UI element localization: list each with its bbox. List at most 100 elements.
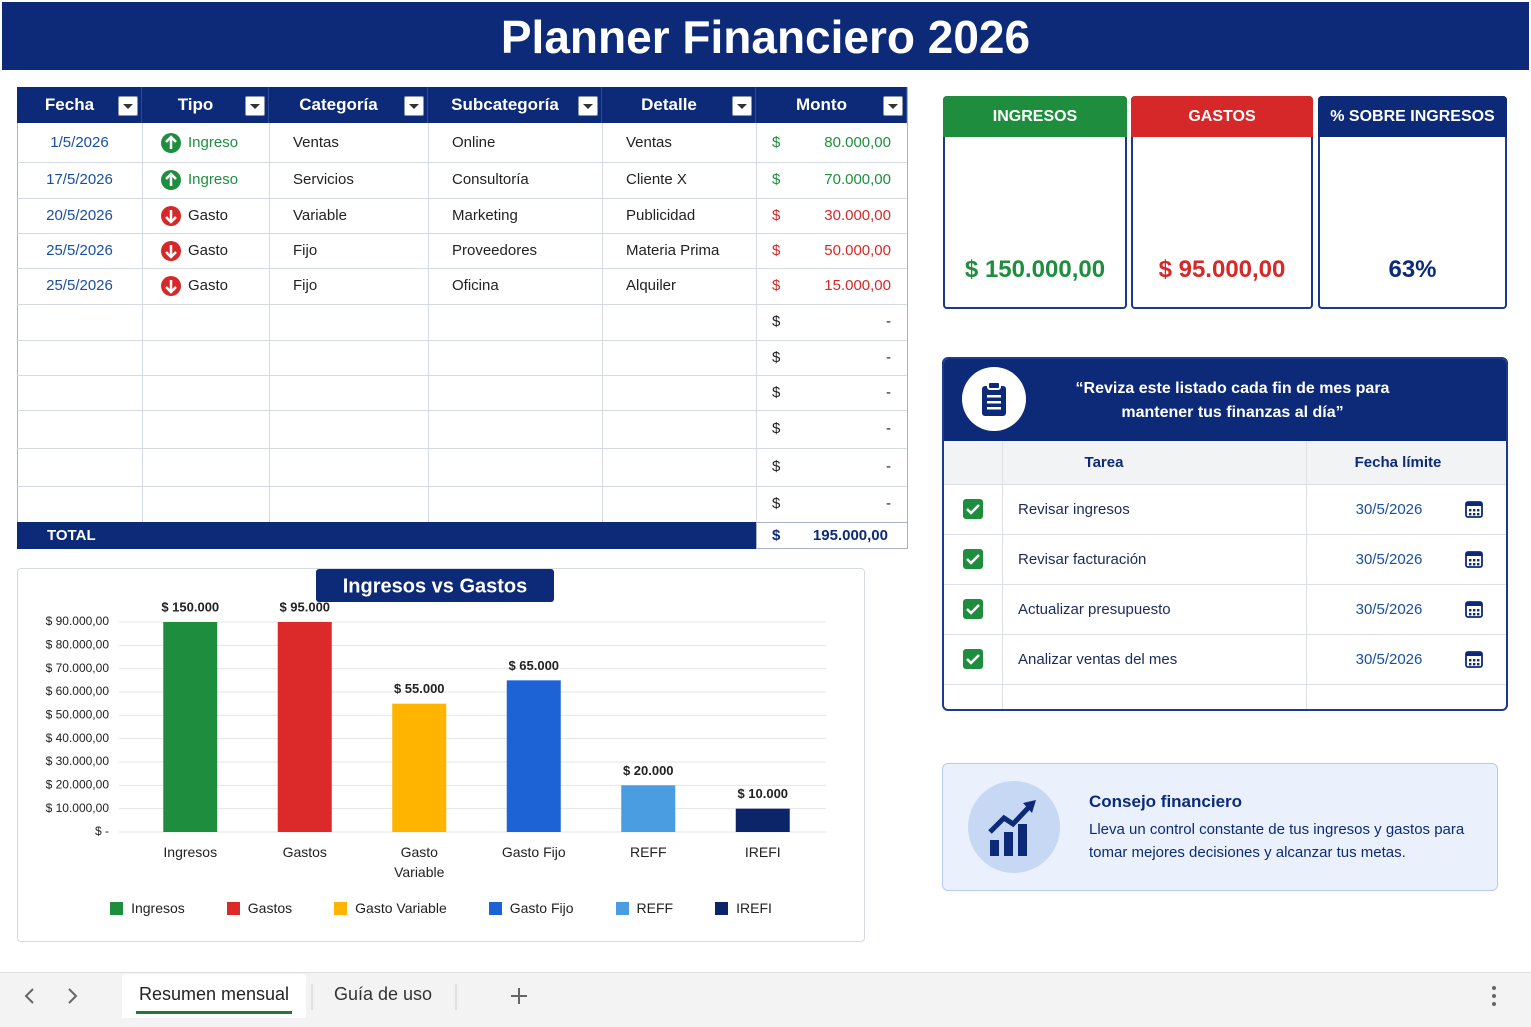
filter-button[interactable] (118, 96, 138, 116)
icon-arrow-head (165, 134, 177, 143)
checkbox-box (963, 599, 983, 619)
calendar-day (1477, 513, 1480, 516)
legend-swatch (334, 901, 348, 915)
calendar-icon[interactable] (1464, 499, 1484, 519)
column-line (756, 123, 757, 522)
filter-arrow (737, 104, 747, 109)
checkbox-box (963, 649, 983, 669)
amount-cell: - (886, 420, 891, 437)
legend-swatch (110, 901, 124, 915)
task-checkbox[interactable] (963, 499, 983, 519)
icon-part (968, 781, 1060, 873)
icon-part (987, 395, 1001, 398)
checkbox-check (966, 654, 980, 665)
filter-button[interactable] (404, 96, 424, 116)
expense-icon (161, 276, 181, 296)
filter-arrow (250, 104, 260, 109)
tip-icon (968, 781, 1060, 873)
column-header (269, 87, 428, 123)
calendar-day (1469, 609, 1472, 612)
calendar-day (1477, 509, 1480, 512)
bar (392, 703, 447, 832)
add-sheet[interactable] (511, 988, 527, 1004)
row-line (17, 410, 907, 411)
legend-label: REFF (636, 900, 674, 916)
active-tab-label[interactable]: Resumen mensual (138, 984, 290, 1004)
task-due-date: 30/5/2026 (1355, 551, 1423, 568)
currency-symbol: $ (772, 458, 781, 475)
categoria-cell: Variable (293, 207, 347, 224)
filter-button[interactable] (245, 96, 265, 116)
x-tick-label: Gastos (282, 844, 327, 860)
filter-button[interactable] (732, 96, 752, 116)
card-value: 63% (1388, 256, 1437, 283)
amount-cell: 30.000,00 (824, 207, 891, 224)
row-line (17, 162, 907, 163)
checkbox-box (963, 549, 983, 569)
calendar-icon[interactable] (1464, 599, 1484, 619)
task-column-line (1306, 441, 1307, 709)
date-cell: 25/5/2026 (46, 242, 113, 259)
row-line (17, 486, 907, 487)
task-checkbox[interactable] (963, 549, 983, 569)
next-sheet[interactable] (68, 988, 78, 1004)
calendar-day (1469, 659, 1472, 662)
row-line (17, 448, 907, 449)
column-header-label: Detalle (641, 95, 697, 114)
calendar-day (1473, 563, 1476, 566)
task-checkbox[interactable] (963, 599, 983, 619)
more-options[interactable] (1492, 986, 1496, 1006)
task-due-date: 30/5/2026 (1355, 601, 1423, 618)
filter-arrow-shape (888, 104, 898, 109)
categoria-cell: Ventas (293, 134, 339, 151)
income-icon (161, 170, 181, 190)
card-header (1318, 96, 1507, 137)
card-title: % SOBRE INGRESOS (1330, 108, 1495, 125)
date-cell: 17/5/2026 (46, 171, 113, 188)
calendar-top (1466, 602, 1482, 606)
legend-label: Gastos (247, 900, 293, 916)
task-row-line (944, 584, 1506, 585)
filter-button[interactable] (578, 96, 598, 116)
bar (506, 680, 561, 832)
calendar-icon[interactable] (1464, 549, 1484, 569)
row-line (17, 375, 907, 376)
column-header-label: Subcategoría (451, 95, 559, 114)
active-tab-underline (136, 1011, 292, 1014)
checkbox-check (966, 504, 980, 515)
chart-title-box (316, 569, 554, 602)
active-tab[interactable] (122, 974, 306, 1018)
filter-arrow-shape (409, 104, 419, 109)
categoria-cell: Servicios (293, 171, 354, 188)
chart-panel: Ingresos vs Gastos $ - $ 10.000,00 $ 20.000… (17, 568, 865, 942)
y-tick-label: $ 50.000,00 (46, 708, 110, 722)
subcategoria-cell: Oficina (452, 277, 499, 294)
calendar-day (1473, 609, 1476, 612)
icon-part (1004, 832, 1013, 856)
icon-part (987, 401, 1001, 404)
legend-item: Ingresos (110, 900, 185, 916)
task-row-line (944, 534, 1506, 535)
icon-part (1492, 1002, 1496, 1006)
task-column-header: Fecha límite (1354, 454, 1442, 471)
x-tick-label: Ingresos (163, 844, 218, 860)
task-name: Actualizar presupuesto (1018, 601, 1171, 618)
legend-item: IREFI (715, 900, 772, 916)
categoria-cell: Fijo (293, 277, 318, 294)
calendar-day (1477, 659, 1480, 662)
task-name: Revisar ingresos (1018, 501, 1130, 518)
card-value: $ 95.000,00 (1158, 256, 1286, 283)
calendar-day (1473, 509, 1476, 512)
task-row-line (944, 684, 1506, 685)
prev-sheet[interactable] (24, 988, 34, 1004)
filter-arrow (409, 104, 419, 109)
task-checkbox[interactable] (963, 649, 983, 669)
filter-button[interactable] (883, 96, 903, 116)
task-due-date: 30/5/2026 (1355, 651, 1423, 668)
filter-arrow (123, 104, 133, 109)
tip-text: Lleva un control constante de tus ingres… (1089, 821, 1465, 861)
tab-label[interactable]: Guía de uso (334, 984, 433, 1004)
calendar-day (1473, 663, 1476, 666)
calendar-icon[interactable] (1464, 649, 1484, 669)
currency-symbol: $ (772, 527, 781, 544)
